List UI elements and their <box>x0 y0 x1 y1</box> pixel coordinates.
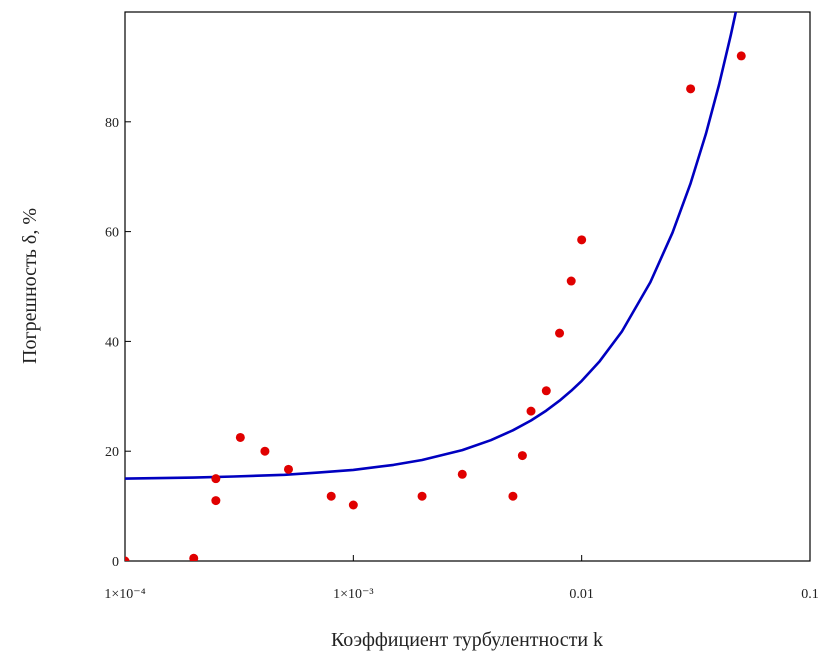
data-point <box>211 474 221 484</box>
data-point <box>417 491 427 501</box>
data-point <box>555 328 565 338</box>
plot-area-frame <box>124 11 811 562</box>
y-tick-label: 20 <box>105 445 119 460</box>
data-point <box>189 553 199 561</box>
x-tick-label: 1×10⁻³ <box>333 587 373 602</box>
data-point <box>211 496 221 506</box>
data-point <box>736 51 746 61</box>
data-point <box>686 84 696 94</box>
data-point <box>235 432 245 442</box>
data-point <box>348 500 358 510</box>
data-point <box>541 386 551 396</box>
x-tick-label: 1×10⁻⁴ <box>104 587 145 602</box>
data-point <box>566 276 576 286</box>
data-point <box>125 556 130 561</box>
y-tick-label: 0 <box>112 555 119 570</box>
data-point <box>508 491 518 501</box>
fit-curve <box>125 12 738 480</box>
y-axis-title: Погрешность δ, % <box>19 208 41 364</box>
y-tick-label: 40 <box>105 335 119 350</box>
data-point <box>260 446 270 456</box>
x-axis-title: Коэффициент турбулентности k <box>331 629 603 651</box>
x-axis-ticks: 1×10⁻⁴ 1×10⁻³ 0.01 0.1 <box>104 555 819 602</box>
data-point <box>577 235 587 245</box>
plot-layer <box>125 12 746 561</box>
y-tick-label: 60 <box>105 226 119 241</box>
data-point <box>517 451 527 461</box>
data-point <box>283 464 293 474</box>
data-point <box>457 469 467 479</box>
y-axis-ticks: 0 20 40 60 80 <box>105 116 131 570</box>
data-point <box>326 491 336 501</box>
x-tick-label: 0.1 <box>801 587 819 602</box>
data-point <box>526 406 536 416</box>
y-tick-label: 80 <box>105 116 119 131</box>
x-tick-label: 0.01 <box>569 587 594 602</box>
